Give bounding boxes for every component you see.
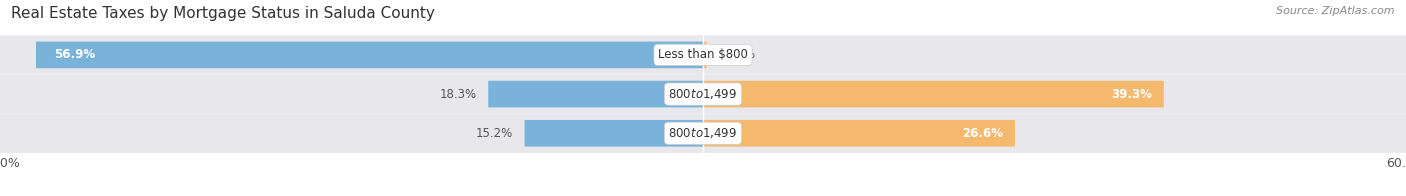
FancyBboxPatch shape — [0, 35, 1406, 74]
Text: 18.3%: 18.3% — [440, 88, 477, 101]
FancyBboxPatch shape — [488, 81, 703, 107]
Text: Real Estate Taxes by Mortgage Status in Saluda County: Real Estate Taxes by Mortgage Status in … — [11, 6, 434, 21]
FancyBboxPatch shape — [703, 42, 707, 68]
Text: $800 to $1,499: $800 to $1,499 — [668, 126, 738, 140]
FancyBboxPatch shape — [0, 74, 1406, 114]
FancyBboxPatch shape — [703, 81, 1164, 107]
Text: 56.9%: 56.9% — [53, 48, 96, 61]
Text: Less than $800: Less than $800 — [658, 48, 748, 61]
FancyBboxPatch shape — [703, 120, 1015, 147]
Text: 26.6%: 26.6% — [962, 127, 1002, 140]
FancyBboxPatch shape — [37, 42, 703, 68]
Text: Source: ZipAtlas.com: Source: ZipAtlas.com — [1277, 6, 1395, 16]
FancyBboxPatch shape — [524, 120, 703, 147]
FancyBboxPatch shape — [0, 114, 1406, 153]
Text: 15.2%: 15.2% — [477, 127, 513, 140]
Text: 0.28%: 0.28% — [718, 48, 755, 61]
Text: 39.3%: 39.3% — [1111, 88, 1152, 101]
Text: $800 to $1,499: $800 to $1,499 — [668, 87, 738, 101]
